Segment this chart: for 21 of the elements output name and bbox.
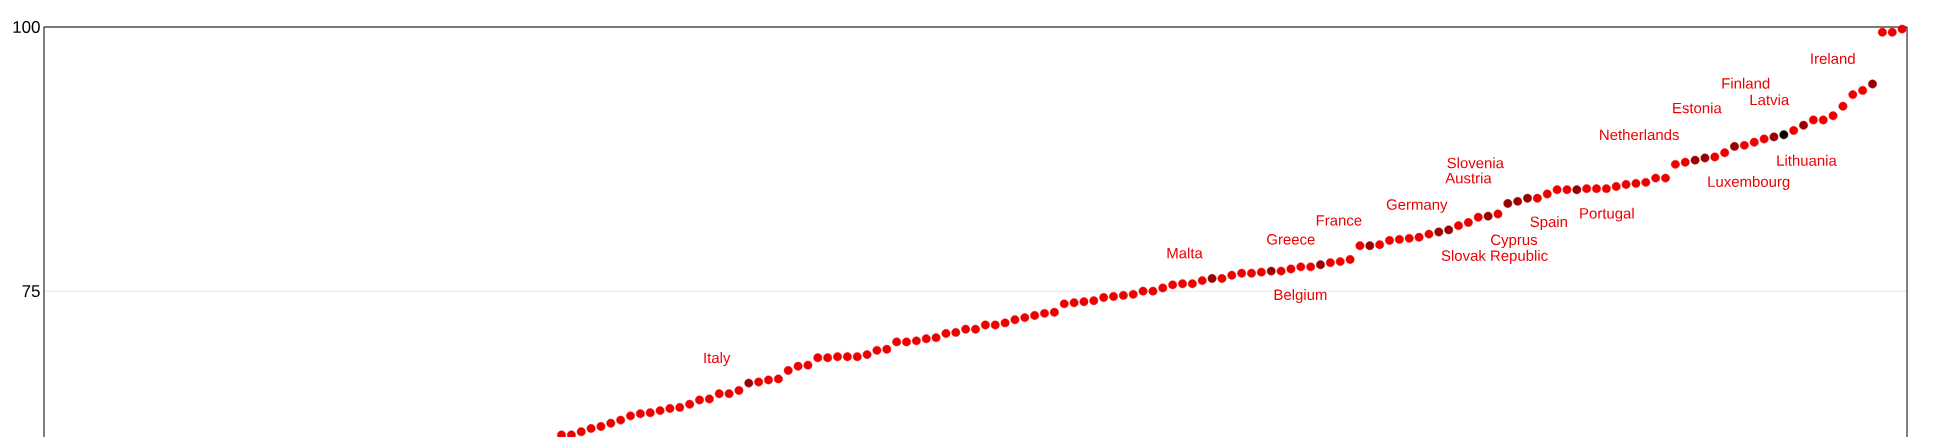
data-label: Luxembourg (1708, 176, 1790, 190)
data-label: Finland (1722, 77, 1770, 89)
data-label: Lithuania (1777, 154, 1837, 166)
data-label: Austria (1445, 172, 1492, 184)
data-label: Ireland (1811, 53, 1855, 64)
data-label: Germany (1386, 199, 1448, 213)
data-label: Spain (1530, 216, 1567, 231)
data-label: Malta (1167, 247, 1203, 259)
data-label: Portugal (1580, 207, 1634, 222)
data-label: Slovak Republic (1441, 249, 1548, 264)
data-label: France (1316, 215, 1362, 226)
data-label: Cyprus (1491, 234, 1538, 249)
y-tick-label: 100 (13, 20, 40, 33)
data-label: Netherlands (1600, 129, 1679, 141)
data-label: Belgium (1274, 289, 1327, 303)
data-label: Estonia (1673, 102, 1722, 114)
y-tick-label: 75 (22, 285, 40, 298)
data-label: Slovenia (1447, 157, 1504, 169)
data-label: Italy (704, 352, 731, 366)
data-label: Greece (1267, 234, 1315, 245)
data-label: Latvia (1750, 94, 1790, 106)
